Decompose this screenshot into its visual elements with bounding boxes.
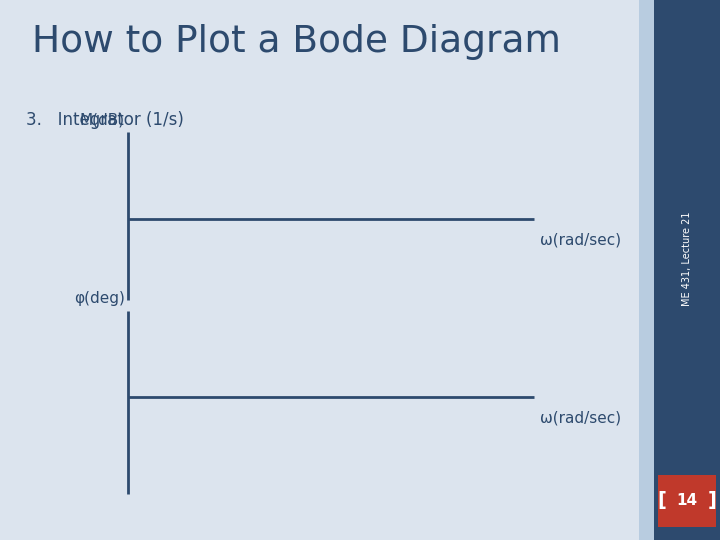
FancyBboxPatch shape — [658, 475, 716, 526]
Text: φ(deg): φ(deg) — [74, 291, 125, 306]
Text: [: [ — [657, 491, 666, 510]
Text: How to Plot a Bode Diagram: How to Plot a Bode Diagram — [32, 24, 561, 60]
Text: ω(rad/sec): ω(rad/sec) — [540, 410, 621, 426]
Text: ME 431, Lecture 21: ME 431, Lecture 21 — [682, 212, 692, 306]
Text: M(dB): M(dB) — [79, 113, 125, 128]
Text: 3.   Integrator (1/s): 3. Integrator (1/s) — [26, 111, 184, 129]
Text: ω(rad/sec): ω(rad/sec) — [540, 232, 621, 247]
Text: ]: ] — [708, 491, 716, 510]
Text: 14: 14 — [676, 494, 698, 508]
